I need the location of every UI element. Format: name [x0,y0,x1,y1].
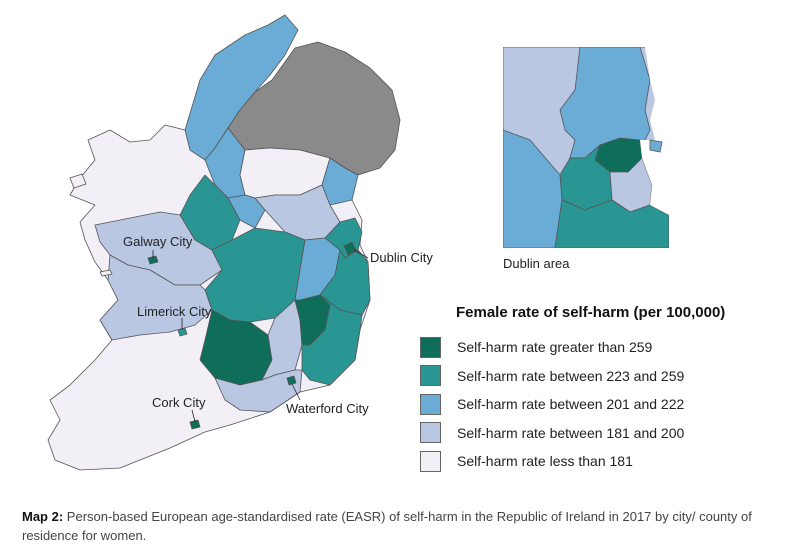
county-wexford [301,294,363,386]
county-waterford [214,369,303,413]
legend-swatch [420,365,441,387]
cork-city-mini [189,419,201,430]
legend-item: Self-harm rate between 223 and 259 [420,362,790,391]
dublin-inset [503,47,669,248]
legend-label: Self-harm rate greater than 259 [457,339,653,356]
waterford-pointer [291,383,301,401]
galway-city-label: Galway City [123,234,193,249]
caption-text: Person-based European age-standardised r… [22,509,752,543]
inset-sea [640,47,669,215]
legend-title: Female rate of self-harm (per 100,000) [456,304,726,321]
legend-label: Self-harm rate less than 181 [457,453,633,470]
legend-item: Self-harm rate less than 181 [420,447,790,476]
limerick-city-mini [177,327,188,337]
aran-islands [99,269,113,277]
legend-label: Self-harm rate between 181 and 200 [457,424,685,441]
caption-prefix: Map 2: [22,509,64,524]
dublin-area-label: Dublin area [503,256,570,271]
cork-city-label: Cork City [152,395,206,410]
legend-swatch [420,336,441,358]
limerick-city-label: Limerick City [137,304,212,319]
county-kilkenny [261,299,303,381]
waterford-city-mini [286,375,297,386]
dublin-city-label: Dublin City [370,250,433,265]
county-clare-limerick [99,254,213,341]
legend-swatch [420,422,441,444]
legend-swatch [420,450,441,472]
waterford-city-label: Waterford City [286,401,369,416]
legend-label: Self-harm rate between 201 and 222 [457,396,685,413]
achill-island [69,173,87,189]
legend: Female rate of self-harm (per 100,000) S… [420,304,790,476]
cork-pointer [191,409,196,423]
legend-item: Self-harm rate greater than 259 [420,333,790,362]
figure-caption: Map 2: Person-based European age-standar… [22,507,782,545]
legend-item: Self-harm rate between 201 and 222 [420,390,790,419]
dublin-city-mini [343,241,357,256]
legend-swatch [420,393,441,415]
inset-howth [649,139,663,153]
dublin-pointer [353,249,369,259]
legend-label: Self-harm rate between 223 and 259 [457,367,685,384]
inset-wicklow [554,199,669,248]
legend-item: Self-harm rate between 181 and 200 [420,419,790,448]
